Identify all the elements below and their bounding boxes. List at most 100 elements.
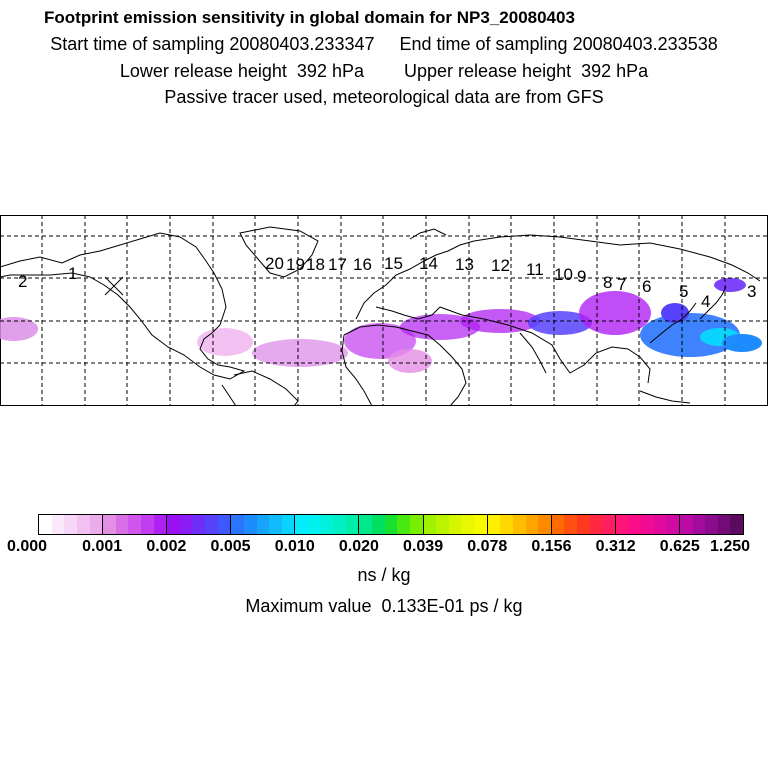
trajectory-label-13: 13 xyxy=(455,255,474,274)
trajectory-labels: 20 19 18 17 16 15 14 13 12 11 10 9 8 7 6… xyxy=(18,254,756,311)
trajectory-label-11: 11 xyxy=(526,260,544,279)
graticule xyxy=(0,215,768,406)
colorbar-swatch xyxy=(217,515,231,534)
trajectory-label-18: 18 xyxy=(306,255,325,274)
colorbar-block xyxy=(422,515,487,534)
trajectory-label-8: 8 xyxy=(603,273,612,292)
colorbar-swatch xyxy=(295,515,308,534)
colorbar-block xyxy=(102,515,167,534)
trajectory-label-15: 15 xyxy=(384,254,403,273)
colorbar-tick-label: 0.000 xyxy=(6,538,48,555)
colorbar-swatch xyxy=(448,515,462,534)
colorbar-tick-label: 0.078 xyxy=(467,538,508,555)
trajectory-label-7: 7 xyxy=(617,275,626,294)
trajectory-label-14: 14 xyxy=(419,254,438,273)
trajectory-label-12: 12 xyxy=(491,256,510,275)
trajectory-label-20: 20 xyxy=(265,254,284,273)
colorbar-swatch xyxy=(705,515,718,534)
colorbar-swatch xyxy=(39,515,52,534)
colorbar-swatch xyxy=(423,515,437,534)
colorbar-swatch xyxy=(487,515,501,534)
colorbar-tick-label: 0.005 xyxy=(210,538,251,555)
trajectory-label-9: 9 xyxy=(577,267,586,286)
trajectory-label-10: 10 xyxy=(554,265,573,284)
maximum-value: Maximum value 0.133E-01 ps / kg xyxy=(245,596,523,616)
colorbar-tick-label: 0.039 xyxy=(403,538,444,555)
colorbar-swatch xyxy=(345,515,359,534)
colorbar-swatch xyxy=(397,515,410,534)
map-frame xyxy=(0,215,768,406)
colorbar-swatch xyxy=(461,515,475,534)
colorbar-swatch xyxy=(512,515,526,534)
colorbar-swatch xyxy=(115,515,129,534)
colorbar-tick-label: 0.625 xyxy=(659,538,700,555)
plot-title: Footprint emission sensitivity in global… xyxy=(44,8,575,27)
sampling-times: Start time of sampling 20080403.233347 E… xyxy=(50,34,718,54)
trajectory-label-4: 4 xyxy=(701,292,710,311)
colorbar-block xyxy=(230,515,295,534)
colorbar-tick-label: 0.312 xyxy=(595,538,636,555)
colorbar-swatch xyxy=(256,515,270,534)
colorbar-swatch xyxy=(128,515,141,534)
colorbar-swatch xyxy=(359,515,373,534)
trajectory-label-17: 17 xyxy=(328,255,347,274)
colorbar-swatch xyxy=(320,515,334,534)
colorbar-tick-label: 0.001 xyxy=(82,538,123,555)
colorbar-swatch xyxy=(602,515,615,534)
trajectory-label-5: 5 xyxy=(679,282,688,301)
colorbar-swatch xyxy=(384,515,398,534)
colorbar-block xyxy=(614,515,679,534)
colorbar-swatch xyxy=(589,515,603,534)
trajectory-label-3: 3 xyxy=(747,282,756,301)
meteo-note: Passive tracer used, meteorological data… xyxy=(164,87,604,107)
colorbar-block xyxy=(486,515,551,534)
colorbar-swatch xyxy=(333,515,346,534)
colorbar-swatch xyxy=(551,515,565,534)
colorbar-swatch xyxy=(167,515,180,534)
colorbar-swatch xyxy=(692,515,706,534)
trajectory-label-16: 16 xyxy=(353,255,372,274)
coastlines xyxy=(0,226,761,406)
colorbar-swatch xyxy=(474,515,487,534)
colorbar-swatch xyxy=(641,515,654,534)
world-map: 20 19 18 17 16 15 14 13 12 11 10 9 8 7 6… xyxy=(0,215,768,406)
colorbar-block xyxy=(166,515,231,534)
colorbar-swatch xyxy=(281,515,295,534)
colorbar-tick-label: 0.156 xyxy=(531,538,572,555)
trajectory-label-1: 1 xyxy=(68,264,77,283)
colorbar-block xyxy=(294,515,359,534)
colorbar-tick-label: 0.002 xyxy=(146,538,187,555)
colorbar-swatch xyxy=(653,515,667,534)
colorbar-tick-label: 0.010 xyxy=(274,538,315,555)
colorbar-swatch xyxy=(140,515,154,534)
colorbar-swatch xyxy=(103,515,116,534)
colorbar-swatch xyxy=(269,515,282,534)
release-point-marker xyxy=(104,276,124,296)
colorbar-swatch xyxy=(308,515,321,534)
colorbar-swatch xyxy=(243,515,257,534)
colorbar-swatch xyxy=(615,515,629,534)
colorbar-swatch xyxy=(577,515,590,534)
colorbar-block xyxy=(358,515,423,534)
colorbar-swatch xyxy=(666,515,679,534)
release-heights: Lower release height 392 hPa Upper relea… xyxy=(119,61,649,81)
colorbar-block xyxy=(678,515,744,534)
colorbar-swatch xyxy=(372,515,385,534)
colorbar-tick-label: 0.020 xyxy=(338,538,379,555)
colorbar-units: ns / kg xyxy=(357,565,411,585)
colorbar-swatch xyxy=(500,515,513,534)
colorbar-swatch xyxy=(538,515,551,534)
colorbar-swatch xyxy=(76,515,90,534)
colorbar-swatch xyxy=(179,515,193,534)
colorbar-swatch xyxy=(205,515,218,534)
colorbar-swatch xyxy=(64,515,77,534)
colorbar-swatch xyxy=(153,515,167,534)
trajectory-label-6: 6 xyxy=(642,277,651,296)
colorbar-swatch xyxy=(525,515,539,534)
colorbar-swatch xyxy=(436,515,449,534)
colorbar-swatch xyxy=(564,515,577,534)
colorbar-block xyxy=(550,515,615,534)
colorbar-swatch xyxy=(717,515,731,534)
colorbar-swatch xyxy=(409,515,423,534)
colorbar-block xyxy=(39,515,103,534)
